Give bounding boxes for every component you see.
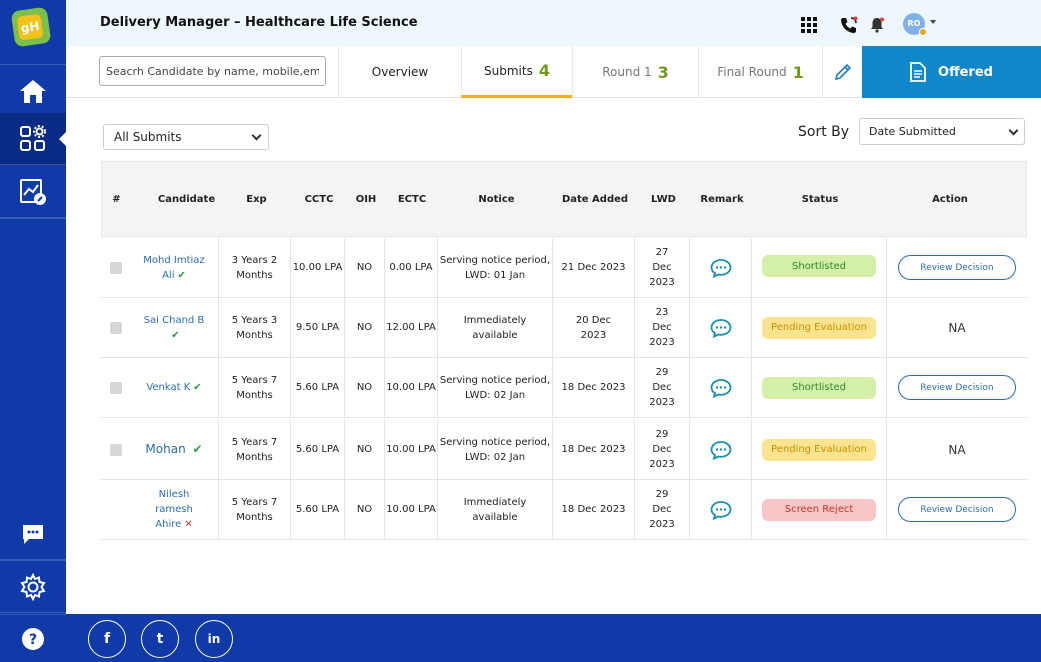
- candidate-name[interactable]: Sai Chand B ✔: [130, 298, 219, 358]
- tab-count: 3: [657, 62, 669, 82]
- facebook-icon[interactable]: f: [88, 620, 126, 658]
- submits-filter-select[interactable]: All Submits: [103, 124, 269, 150]
- footer: f t in: [66, 614, 1041, 662]
- chat-bubble-icon: [710, 318, 731, 338]
- row-checkbox[interactable]: [109, 381, 122, 394]
- verified-check-icon: ✔: [192, 442, 203, 456]
- page-title: Delivery Manager – Healthcare Life Scien…: [100, 15, 418, 30]
- apps-gear-icon: [20, 124, 46, 151]
- pencil-icon: [834, 63, 851, 81]
- row-checkbox[interactable]: [109, 261, 122, 274]
- sidebar-item-reports[interactable]: [0, 166, 66, 218]
- candidate-name[interactable]: Mohan ✔: [130, 420, 219, 480]
- remark-button[interactable]: [690, 480, 752, 540]
- table-row: Nilesh ramesh Ahire ✕ 5 Years 7 Months 5.…: [101, 480, 1027, 540]
- chat-bubble-icon: [710, 378, 731, 398]
- tab-final-round[interactable]: Final Round 1: [698, 46, 822, 98]
- tab-overview[interactable]: Overview: [338, 46, 461, 98]
- chat-bubble-icon: [710, 440, 731, 460]
- tab-submits[interactable]: Submits 4: [461, 46, 572, 98]
- review-decision-button[interactable]: Review Decision: [898, 375, 1016, 400]
- phone-call-icon[interactable]: [838, 14, 860, 36]
- table-header: # Candidate Exp CCTC OIH ECTC Notice Dat…: [101, 161, 1027, 237]
- tab-count: 4: [538, 61, 550, 80]
- table-row: Mohan ✔ 5 Years 7 Months 5.60 LPA NO 10.…: [101, 420, 1027, 480]
- chat-bubble-icon: [710, 258, 731, 278]
- review-decision-button[interactable]: Review Decision: [898, 497, 1016, 522]
- sidebar-item-home[interactable]: [0, 65, 66, 117]
- row-checkbox[interactable]: [109, 443, 122, 456]
- linkedin-icon[interactable]: in: [195, 620, 233, 658]
- not-verified-icon: ✕: [184, 519, 193, 530]
- verified-check-icon: ✔: [193, 382, 202, 393]
- verified-check-icon: ✔: [171, 329, 180, 341]
- remark-button[interactable]: [690, 358, 752, 418]
- document-icon: [910, 62, 926, 82]
- app-logo[interactable]: gH: [10, 6, 52, 48]
- gear-icon: [20, 572, 46, 601]
- chevron-down-icon[interactable]: [930, 20, 936, 24]
- offered-button[interactable]: Offered: [862, 46, 1041, 98]
- candidate-name[interactable]: Venkat K ✔: [130, 358, 219, 418]
- twitter-icon[interactable]: t: [141, 620, 179, 658]
- remark-button[interactable]: [690, 420, 752, 480]
- action-na: NA: [948, 442, 966, 457]
- status-badge: Pending Evaluation: [762, 316, 876, 339]
- status-badge: Screen Reject: [762, 498, 876, 521]
- verified-check-icon: ✔: [177, 269, 186, 281]
- search-input[interactable]: [99, 56, 326, 86]
- row-checkbox[interactable]: [109, 321, 122, 334]
- candidate-name[interactable]: Mohd Imtiaz Ali ✔: [130, 238, 219, 298]
- action-na: NA: [948, 320, 966, 335]
- table-row: Sai Chand B ✔ 5 Years 3 Months 9.50 LPA N…: [101, 298, 1027, 358]
- status-badge: Shortlisted: [762, 255, 876, 277]
- chart-edit-icon: [20, 178, 46, 205]
- apps-grid-icon[interactable]: [798, 14, 820, 36]
- sidebar: gH ?: [0, 0, 67, 662]
- candidate-name[interactable]: Nilesh ramesh Ahire ✕: [130, 480, 219, 540]
- chat-icon: [23, 524, 43, 544]
- sidebar-item-dashboard[interactable]: [0, 113, 67, 165]
- sort-by-select[interactable]: Date Submitted: [859, 118, 1025, 145]
- chevron-down-icon: [1008, 125, 1019, 136]
- sidebar-item-settings[interactable]: [0, 561, 66, 613]
- table-row: Venkat K ✔ 5 Years 7 Months 5.60 LPA NO 1…: [101, 358, 1027, 418]
- edit-button[interactable]: [822, 46, 862, 98]
- review-decision-button[interactable]: Review Decision: [898, 255, 1016, 280]
- home-icon: [20, 79, 46, 103]
- remark-button[interactable]: [690, 298, 752, 358]
- sidebar-item-help[interactable]: ?: [0, 615, 66, 662]
- status-dot: [919, 28, 927, 36]
- bell-icon[interactable]: [866, 14, 888, 36]
- status-badge: Shortlisted: [762, 376, 876, 399]
- tab-count: 1: [792, 62, 804, 82]
- status-badge: Pending Evaluation: [762, 438, 876, 461]
- svg-text:?: ?: [29, 632, 37, 648]
- table-row: Mohd Imtiaz Ali ✔ 3 Years 2 Months 10.00 …: [101, 238, 1027, 298]
- remark-button[interactable]: [690, 238, 752, 298]
- sort-by-label: Sort By: [798, 124, 850, 140]
- sidebar-item-chat[interactable]: [0, 508, 66, 560]
- top-header: Delivery Manager – Healthcare Life Scien…: [66, 0, 1041, 46]
- help-icon: ?: [22, 627, 44, 650]
- chevron-down-icon: [251, 130, 262, 141]
- chat-bubble-icon: [710, 500, 731, 520]
